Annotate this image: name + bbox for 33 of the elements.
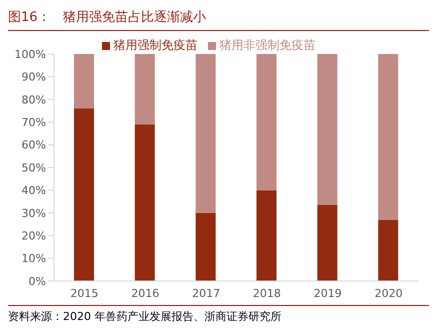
legend-label: 猪用非强制免疫苗 (220, 38, 316, 52)
bar (317, 204, 338, 281)
chart-title: 图16： 猪用强免苗占比逐渐减小 (8, 8, 429, 31)
y-tick-label: 100% (14, 48, 46, 61)
y-tick-label: 60% (22, 138, 46, 152)
bar (74, 108, 94, 281)
x-tick-label: 2015 (70, 286, 98, 300)
y-tick-label: 0% (28, 274, 46, 288)
y-tick-label: 20% (22, 230, 46, 243)
text: 资料来源：2020 年兽药产业发展报告、浙商证券研究所 (8, 305, 429, 324)
y-tick-label: 50% (22, 161, 46, 174)
legend-label: 猪用强制免疫苗 (114, 38, 198, 52)
y-tick-label: 70% (22, 116, 46, 130)
bar (378, 220, 398, 281)
bar (74, 54, 94, 108)
bar (256, 54, 276, 190)
bar (378, 54, 398, 220)
bar (134, 54, 155, 124)
y-tick-label: 10% (22, 252, 46, 266)
x-tick-label: 2020 (374, 286, 403, 300)
bar (134, 124, 155, 281)
bar (196, 212, 216, 281)
bar (256, 190, 276, 281)
x-tick-label: 2017 (192, 286, 220, 300)
x-tick-label: 2016 (131, 286, 160, 300)
y-tick-label: 90% (22, 70, 46, 84)
x-tick-label: 2018 (252, 286, 281, 300)
y-tick-label: 80% (22, 93, 46, 106)
y-tick-label: 30% (22, 206, 46, 220)
bar (317, 54, 338, 205)
bar (196, 54, 216, 213)
x-tick-label: 2019 (314, 286, 342, 300)
y-tick-label: 40% (22, 184, 46, 198)
